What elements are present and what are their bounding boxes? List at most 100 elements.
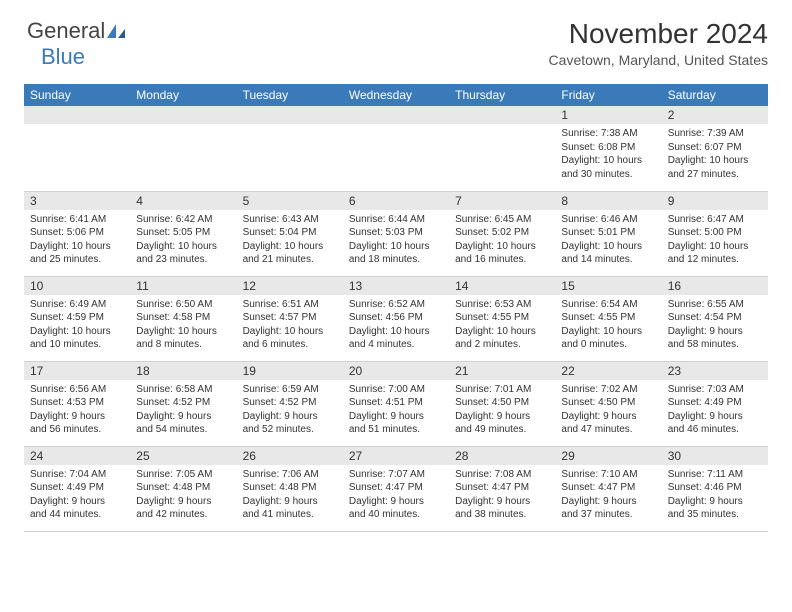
sunrise-text: Sunrise: 7:05 AM — [136, 468, 230, 482]
sunrise-text: Sunrise: 7:06 AM — [243, 468, 337, 482]
day-info: Sunrise: 7:39 AMSunset: 6:07 PMDaylight:… — [662, 124, 768, 184]
sunset-text: Sunset: 4:47 PM — [349, 481, 443, 495]
calendar-day-cell: 10Sunrise: 6:49 AMSunset: 4:59 PMDayligh… — [24, 276, 130, 361]
sunrise-text: Sunrise: 7:39 AM — [668, 127, 762, 141]
daylight-text: Daylight: 9 hours and 42 minutes. — [136, 495, 230, 522]
daylight-text: Daylight: 10 hours and 18 minutes. — [349, 240, 443, 267]
daylight-text: Daylight: 9 hours and 52 minutes. — [243, 410, 337, 437]
sunrise-text: Sunrise: 6:51 AM — [243, 298, 337, 312]
day-info: Sunrise: 6:45 AMSunset: 5:02 PMDaylight:… — [449, 210, 555, 270]
sunrise-text: Sunrise: 6:58 AM — [136, 383, 230, 397]
calendar-day-cell: 22Sunrise: 7:02 AMSunset: 4:50 PMDayligh… — [555, 361, 661, 446]
calendar-empty-cell — [449, 106, 555, 191]
day-number: 25 — [130, 447, 236, 465]
calendar-day-cell: 29Sunrise: 7:10 AMSunset: 4:47 PMDayligh… — [555, 446, 661, 531]
sunset-text: Sunset: 4:54 PM — [668, 311, 762, 325]
sunrise-text: Sunrise: 6:54 AM — [561, 298, 655, 312]
daylight-text: Daylight: 9 hours and 56 minutes. — [30, 410, 124, 437]
day-info: Sunrise: 6:52 AMSunset: 4:56 PMDaylight:… — [343, 295, 449, 355]
sunrise-text: Sunrise: 7:07 AM — [349, 468, 443, 482]
calendar-day-cell: 25Sunrise: 7:05 AMSunset: 4:48 PMDayligh… — [130, 446, 236, 531]
daylight-text: Daylight: 9 hours and 54 minutes. — [136, 410, 230, 437]
day-info: Sunrise: 7:38 AMSunset: 6:08 PMDaylight:… — [555, 124, 661, 184]
day-number: 7 — [449, 192, 555, 210]
weekday-header-row: SundayMondayTuesdayWednesdayThursdayFrid… — [24, 84, 768, 106]
calendar-day-cell: 16Sunrise: 6:55 AMSunset: 4:54 PMDayligh… — [662, 276, 768, 361]
day-info: Sunrise: 6:47 AMSunset: 5:00 PMDaylight:… — [662, 210, 768, 270]
calendar-day-cell: 23Sunrise: 7:03 AMSunset: 4:49 PMDayligh… — [662, 361, 768, 446]
day-number: 17 — [24, 362, 130, 380]
day-number: 24 — [24, 447, 130, 465]
sunrise-text: Sunrise: 6:55 AM — [668, 298, 762, 312]
daylight-text: Daylight: 10 hours and 10 minutes. — [30, 325, 124, 352]
sail-icon — [105, 22, 127, 40]
day-number: 2 — [662, 106, 768, 124]
day-number: 18 — [130, 362, 236, 380]
calendar-day-cell: 20Sunrise: 7:00 AMSunset: 4:51 PMDayligh… — [343, 361, 449, 446]
day-info: Sunrise: 6:54 AMSunset: 4:55 PMDaylight:… — [555, 295, 661, 355]
sunset-text: Sunset: 4:47 PM — [455, 481, 549, 495]
sunrise-text: Sunrise: 6:44 AM — [349, 213, 443, 227]
calendar-day-cell: 2Sunrise: 7:39 AMSunset: 6:07 PMDaylight… — [662, 106, 768, 191]
day-info: Sunrise: 7:06 AMSunset: 4:48 PMDaylight:… — [237, 465, 343, 525]
sunrise-text: Sunrise: 6:42 AM — [136, 213, 230, 227]
calendar-table: SundayMondayTuesdayWednesdayThursdayFrid… — [24, 84, 768, 532]
day-info: Sunrise: 7:08 AMSunset: 4:47 PMDaylight:… — [449, 465, 555, 525]
calendar-day-cell: 5Sunrise: 6:43 AMSunset: 5:04 PMDaylight… — [237, 191, 343, 276]
day-number: 26 — [237, 447, 343, 465]
day-number — [343, 106, 449, 124]
day-info: Sunrise: 6:43 AMSunset: 5:04 PMDaylight:… — [237, 210, 343, 270]
sunset-text: Sunset: 4:56 PM — [349, 311, 443, 325]
sunset-text: Sunset: 5:00 PM — [668, 226, 762, 240]
daylight-text: Daylight: 10 hours and 21 minutes. — [243, 240, 337, 267]
sunrise-text: Sunrise: 6:56 AM — [30, 383, 124, 397]
sunrise-text: Sunrise: 6:49 AM — [30, 298, 124, 312]
day-number — [130, 106, 236, 124]
day-info: Sunrise: 7:05 AMSunset: 4:48 PMDaylight:… — [130, 465, 236, 525]
weekday-header: Tuesday — [237, 84, 343, 106]
sunset-text: Sunset: 4:48 PM — [136, 481, 230, 495]
sunrise-text: Sunrise: 7:38 AM — [561, 127, 655, 141]
daylight-text: Daylight: 9 hours and 37 minutes. — [561, 495, 655, 522]
day-info: Sunrise: 7:10 AMSunset: 4:47 PMDaylight:… — [555, 465, 661, 525]
sunset-text: Sunset: 5:02 PM — [455, 226, 549, 240]
day-info: Sunrise: 6:49 AMSunset: 4:59 PMDaylight:… — [24, 295, 130, 355]
calendar-week-row: 3Sunrise: 6:41 AMSunset: 5:06 PMDaylight… — [24, 191, 768, 276]
calendar-day-cell: 14Sunrise: 6:53 AMSunset: 4:55 PMDayligh… — [449, 276, 555, 361]
calendar-day-cell: 17Sunrise: 6:56 AMSunset: 4:53 PMDayligh… — [24, 361, 130, 446]
sunset-text: Sunset: 4:47 PM — [561, 481, 655, 495]
day-number: 14 — [449, 277, 555, 295]
daylight-text: Daylight: 10 hours and 27 minutes. — [668, 154, 762, 181]
day-number: 1 — [555, 106, 661, 124]
daylight-text: Daylight: 10 hours and 4 minutes. — [349, 325, 443, 352]
weekday-header: Sunday — [24, 84, 130, 106]
day-info: Sunrise: 7:01 AMSunset: 4:50 PMDaylight:… — [449, 380, 555, 440]
day-info: Sunrise: 6:56 AMSunset: 4:53 PMDaylight:… — [24, 380, 130, 440]
day-info: Sunrise: 7:04 AMSunset: 4:49 PMDaylight:… — [24, 465, 130, 525]
day-number: 6 — [343, 192, 449, 210]
sunset-text: Sunset: 4:51 PM — [349, 396, 443, 410]
calendar-day-cell: 6Sunrise: 6:44 AMSunset: 5:03 PMDaylight… — [343, 191, 449, 276]
sunset-text: Sunset: 6:08 PM — [561, 141, 655, 155]
daylight-text: Daylight: 9 hours and 35 minutes. — [668, 495, 762, 522]
month-title: November 2024 — [549, 18, 768, 50]
day-info: Sunrise: 6:41 AMSunset: 5:06 PMDaylight:… — [24, 210, 130, 270]
day-info: Sunrise: 6:46 AMSunset: 5:01 PMDaylight:… — [555, 210, 661, 270]
calendar-day-cell: 24Sunrise: 7:04 AMSunset: 4:49 PMDayligh… — [24, 446, 130, 531]
calendar-empty-cell — [130, 106, 236, 191]
header: General Blue November 2024 Cavetown, Mar… — [24, 18, 768, 70]
calendar-empty-cell — [237, 106, 343, 191]
day-info: Sunrise: 6:42 AMSunset: 5:05 PMDaylight:… — [130, 210, 236, 270]
day-number: 5 — [237, 192, 343, 210]
day-info: Sunrise: 7:03 AMSunset: 4:49 PMDaylight:… — [662, 380, 768, 440]
daylight-text: Daylight: 9 hours and 58 minutes. — [668, 325, 762, 352]
day-info: Sunrise: 7:00 AMSunset: 4:51 PMDaylight:… — [343, 380, 449, 440]
calendar-week-row: 24Sunrise: 7:04 AMSunset: 4:49 PMDayligh… — [24, 446, 768, 531]
daylight-text: Daylight: 9 hours and 38 minutes. — [455, 495, 549, 522]
sunset-text: Sunset: 4:53 PM — [30, 396, 124, 410]
day-number: 9 — [662, 192, 768, 210]
calendar-day-cell: 15Sunrise: 6:54 AMSunset: 4:55 PMDayligh… — [555, 276, 661, 361]
day-info: Sunrise: 6:51 AMSunset: 4:57 PMDaylight:… — [237, 295, 343, 355]
sunset-text: Sunset: 5:04 PM — [243, 226, 337, 240]
day-info: Sunrise: 7:11 AMSunset: 4:46 PMDaylight:… — [662, 465, 768, 525]
